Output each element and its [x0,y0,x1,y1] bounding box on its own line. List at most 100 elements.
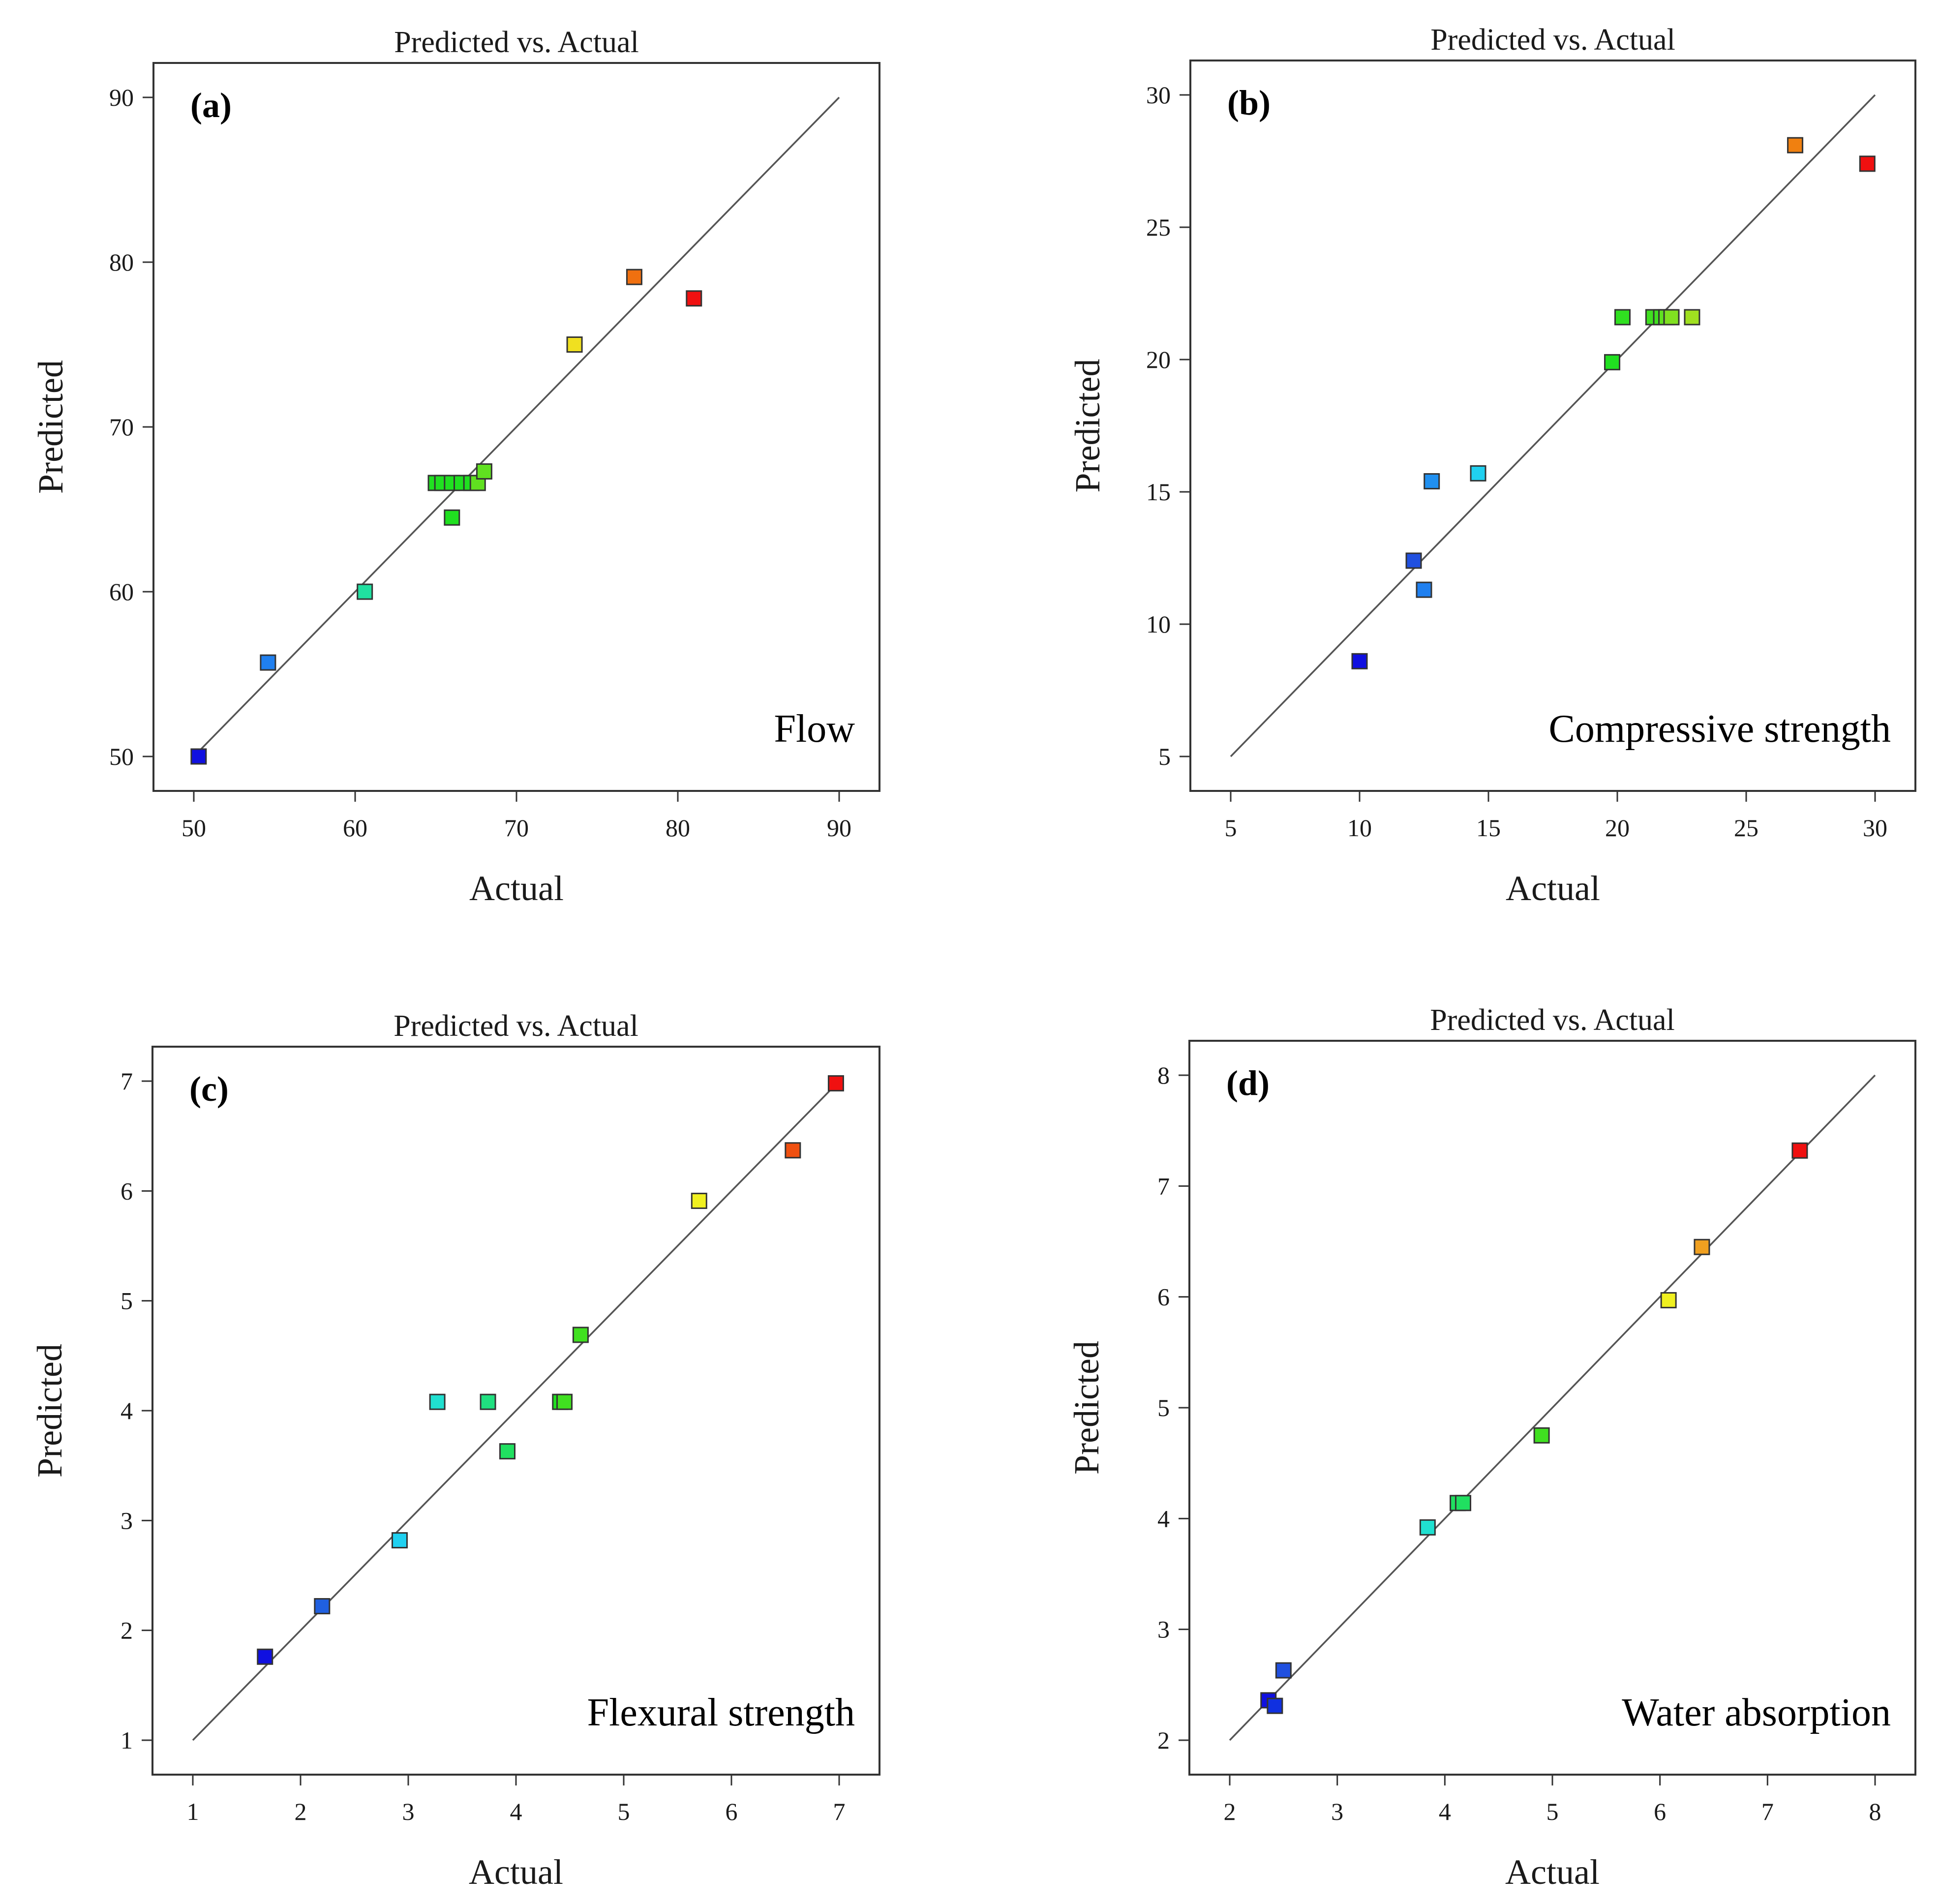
y-axis-label: Predicted [1068,359,1107,493]
data-point [572,1327,589,1343]
x-tick-label: 1 [187,1798,199,1825]
x-tick-label: 25 [1734,814,1758,842]
chart-title: Predicted vs. Actual [394,26,639,59]
y-tick-label: 7 [1157,1172,1170,1200]
data-point [499,1443,515,1460]
x-tick-label: 15 [1476,814,1501,842]
y-tick-label: 50 [109,743,134,770]
data-point [1470,465,1486,482]
y-tick-label: 5 [1157,1394,1170,1421]
data-point [260,654,276,671]
reference-line [193,96,840,757]
y-axis-label: Predicted [31,360,70,494]
y-tick-label: 30 [1146,81,1171,109]
x-tick-label: 4 [510,1798,522,1825]
chart-title: Predicted vs. Actual [1430,1003,1675,1037]
data-point [391,1532,408,1549]
data-point [556,1393,573,1410]
data-point [444,509,460,526]
chart-panel-a: Predicted vs. Actual 50 60 70 80 90 50 60 70 80 90… [31,26,880,908]
reference-line [192,1080,840,1741]
data-point [1275,1662,1292,1679]
y-tick-label: 25 [1146,213,1171,241]
x-tick-label: 60 [343,814,367,842]
chart-title: Predicted vs. Actual [394,1009,638,1043]
data-point [429,1393,446,1410]
panel-annotation: Water absorption [1622,1691,1891,1734]
data-point [1267,1697,1283,1714]
data-point [1614,309,1631,326]
data-point [1455,1495,1472,1511]
y-tick-label: 15 [1146,478,1171,506]
x-tick-label: 6 [1654,1798,1666,1825]
x-tick-label: 2 [1224,1798,1236,1825]
data-point [190,748,207,765]
data-point [480,1393,496,1410]
reference-line [1229,1074,1876,1741]
chart-panel-b: Predicted vs. Actual 5 10 15 20 25 30 5 10 15 20 25… [1068,23,1916,908]
data-point [1419,1519,1436,1536]
data-point [1533,1427,1550,1444]
y-tick-label: 60 [109,578,134,605]
data-point [1694,1239,1710,1255]
data-point [1859,155,1876,172]
x-tick-label: 80 [666,814,690,842]
reference-line [1230,94,1876,757]
y-tick-label: 4 [121,1397,133,1424]
data-point [686,290,702,307]
y-tick-label: 5 [121,1287,133,1315]
data-point [1604,354,1621,370]
plot-frame [1189,60,1916,792]
y-tick-label: 8 [1157,1061,1170,1089]
chart-title: Predicted vs. Actual [1430,23,1675,57]
x-tick-label: 4 [1439,1798,1451,1825]
x-tick-label: 3 [402,1798,415,1825]
y-tick-label: 6 [1157,1283,1170,1311]
x-tick-label: 7 [1761,1798,1774,1825]
data-point [1663,309,1680,326]
data-point [1416,581,1432,598]
data-point [827,1075,844,1091]
y-axis-label: Predicted [30,1344,69,1478]
data-point [1351,653,1368,669]
chart-panel-c: Predicted vs. Actual 1 2 3 4 5 6 7 1 2 3 4 5 6 7 Actual… [30,1009,880,1892]
data-point [1660,1292,1677,1308]
y-tick-label: 70 [109,413,134,441]
x-tick-label: 5 [618,1798,630,1825]
x-tick-label: 2 [295,1798,307,1825]
y-tick-label: 2 [1157,1726,1170,1754]
x-tick-label: 5 [1225,814,1237,842]
data-point [1424,473,1440,489]
x-tick-label: 10 [1347,814,1372,842]
y-tick-label: 5 [1158,743,1171,770]
x-tick-label: 5 [1546,1798,1559,1825]
y-tick-label: 80 [109,248,134,276]
data-point [1684,309,1700,326]
x-tick-label: 3 [1331,1798,1343,1825]
x-axis-label: Actual [1505,1852,1600,1892]
data-point [1787,137,1804,153]
y-tick-label: 1 [121,1726,133,1754]
data-point [1405,552,1422,569]
y-tick-label: 10 [1146,610,1171,638]
panel-label: (d) [1226,1063,1270,1103]
data-point [1791,1142,1808,1159]
panel-annotation: Compressive strength [1549,707,1891,751]
y-tick-label: 90 [109,84,134,111]
chart-panel-d: Predicted vs. Actual 2 3 4 5 6 7 8 2 3 4 5 6 7 8 Actual… [1067,1003,1916,1892]
data-point [314,1598,331,1615]
panel-label: (c) [189,1069,229,1109]
y-tick-label: 3 [1157,1616,1170,1643]
data-point [257,1648,273,1665]
x-axis-label: Actual [469,869,564,908]
y-tick-label: 3 [121,1507,133,1534]
panel-label: (a) [190,86,232,125]
data-point [785,1142,801,1159]
y-tick-label: 7 [121,1067,133,1095]
x-axis-label: Actual [469,1852,563,1892]
y-tick-label: 6 [121,1177,133,1205]
x-tick-label: 7 [833,1798,846,1825]
data-point [626,269,642,285]
x-tick-label: 8 [1869,1798,1881,1825]
